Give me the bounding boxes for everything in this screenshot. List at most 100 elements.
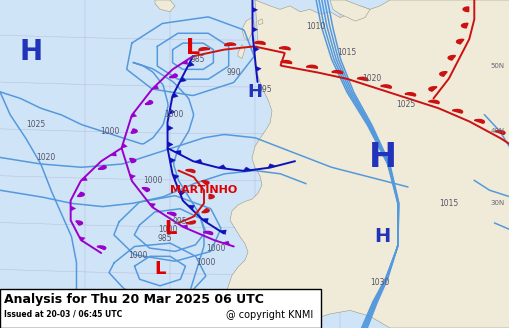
- Polygon shape: [404, 93, 415, 96]
- Polygon shape: [258, 19, 263, 25]
- Polygon shape: [253, 47, 259, 52]
- Polygon shape: [174, 150, 181, 155]
- Text: 1025: 1025: [395, 100, 414, 110]
- Polygon shape: [256, 66, 261, 72]
- Polygon shape: [109, 152, 116, 156]
- Polygon shape: [428, 87, 436, 91]
- Text: H: H: [19, 38, 42, 67]
- Polygon shape: [77, 192, 84, 196]
- Polygon shape: [181, 225, 187, 229]
- Polygon shape: [169, 74, 177, 78]
- Polygon shape: [185, 170, 194, 173]
- Polygon shape: [329, 0, 369, 21]
- Polygon shape: [280, 61, 291, 64]
- Polygon shape: [98, 165, 106, 169]
- Polygon shape: [451, 110, 462, 113]
- Text: 995: 995: [173, 217, 187, 226]
- Text: 1020: 1020: [362, 74, 381, 83]
- Text: 1000: 1000: [143, 176, 162, 185]
- Polygon shape: [201, 218, 208, 223]
- Text: 985: 985: [190, 55, 205, 64]
- Polygon shape: [152, 85, 158, 89]
- Polygon shape: [194, 159, 202, 164]
- Polygon shape: [252, 27, 257, 32]
- Polygon shape: [97, 246, 105, 250]
- Text: 1000: 1000: [206, 244, 225, 253]
- Text: 1000: 1000: [100, 127, 119, 136]
- Polygon shape: [279, 47, 290, 50]
- Polygon shape: [201, 181, 209, 185]
- Polygon shape: [380, 85, 390, 88]
- Polygon shape: [331, 71, 342, 73]
- Polygon shape: [217, 165, 226, 169]
- Polygon shape: [187, 205, 194, 210]
- Text: H: H: [368, 141, 395, 174]
- Polygon shape: [219, 230, 226, 235]
- Polygon shape: [181, 60, 187, 64]
- Polygon shape: [131, 129, 137, 133]
- Text: 1025: 1025: [26, 120, 45, 129]
- Polygon shape: [267, 164, 276, 168]
- Polygon shape: [155, 0, 175, 12]
- Text: Analysis for Thu 20 Mar 2025 06 UTC: Analysis for Thu 20 Mar 2025 06 UTC: [4, 293, 264, 306]
- Polygon shape: [461, 23, 467, 28]
- Polygon shape: [238, 45, 244, 59]
- Polygon shape: [172, 174, 179, 180]
- Polygon shape: [209, 195, 214, 199]
- Text: 30N: 30N: [490, 200, 504, 206]
- Polygon shape: [473, 119, 484, 123]
- Polygon shape: [428, 100, 438, 104]
- Text: H: H: [374, 227, 390, 246]
- Polygon shape: [186, 221, 195, 224]
- Text: 1010: 1010: [306, 22, 325, 31]
- Polygon shape: [462, 7, 468, 11]
- Polygon shape: [222, 241, 229, 245]
- Text: 1015: 1015: [438, 199, 458, 208]
- Text: L: L: [163, 219, 176, 238]
- Polygon shape: [70, 206, 75, 211]
- Polygon shape: [167, 125, 173, 131]
- Text: 985: 985: [157, 234, 172, 243]
- Polygon shape: [306, 65, 317, 68]
- Polygon shape: [199, 48, 209, 51]
- Text: L: L: [186, 38, 200, 58]
- Polygon shape: [224, 0, 509, 328]
- Text: L: L: [154, 260, 165, 278]
- Polygon shape: [242, 18, 254, 41]
- Polygon shape: [129, 174, 135, 179]
- Polygon shape: [169, 158, 175, 163]
- Polygon shape: [167, 213, 176, 216]
- Polygon shape: [167, 142, 173, 147]
- Polygon shape: [242, 167, 251, 171]
- Text: H: H: [247, 83, 262, 101]
- Polygon shape: [168, 109, 175, 114]
- Polygon shape: [129, 158, 135, 163]
- Polygon shape: [447, 55, 455, 60]
- Text: 1020: 1020: [36, 153, 55, 162]
- Polygon shape: [356, 77, 367, 81]
- Polygon shape: [456, 39, 463, 44]
- Text: Issued at 20-03 / 06:45 UTC: Issued at 20-03 / 06:45 UTC: [4, 310, 122, 319]
- Text: MARTINHO: MARTINHO: [170, 185, 237, 195]
- Polygon shape: [187, 61, 194, 67]
- Polygon shape: [202, 209, 209, 213]
- Polygon shape: [121, 143, 127, 148]
- Polygon shape: [171, 92, 178, 98]
- Polygon shape: [439, 72, 446, 76]
- Text: 1030: 1030: [370, 277, 389, 287]
- Polygon shape: [149, 203, 155, 208]
- Polygon shape: [79, 236, 85, 241]
- Polygon shape: [145, 100, 152, 105]
- Polygon shape: [252, 7, 257, 12]
- Polygon shape: [130, 113, 136, 117]
- Polygon shape: [178, 190, 185, 196]
- Text: @ copyright KNMI: @ copyright KNMI: [226, 310, 313, 320]
- Polygon shape: [494, 131, 504, 134]
- Polygon shape: [80, 176, 87, 181]
- Text: 995: 995: [257, 85, 271, 93]
- Text: 1000: 1000: [128, 251, 147, 260]
- Text: 1000: 1000: [163, 110, 183, 119]
- Polygon shape: [76, 221, 82, 225]
- Text: 1000: 1000: [196, 258, 215, 267]
- Text: 50N: 50N: [490, 63, 504, 69]
